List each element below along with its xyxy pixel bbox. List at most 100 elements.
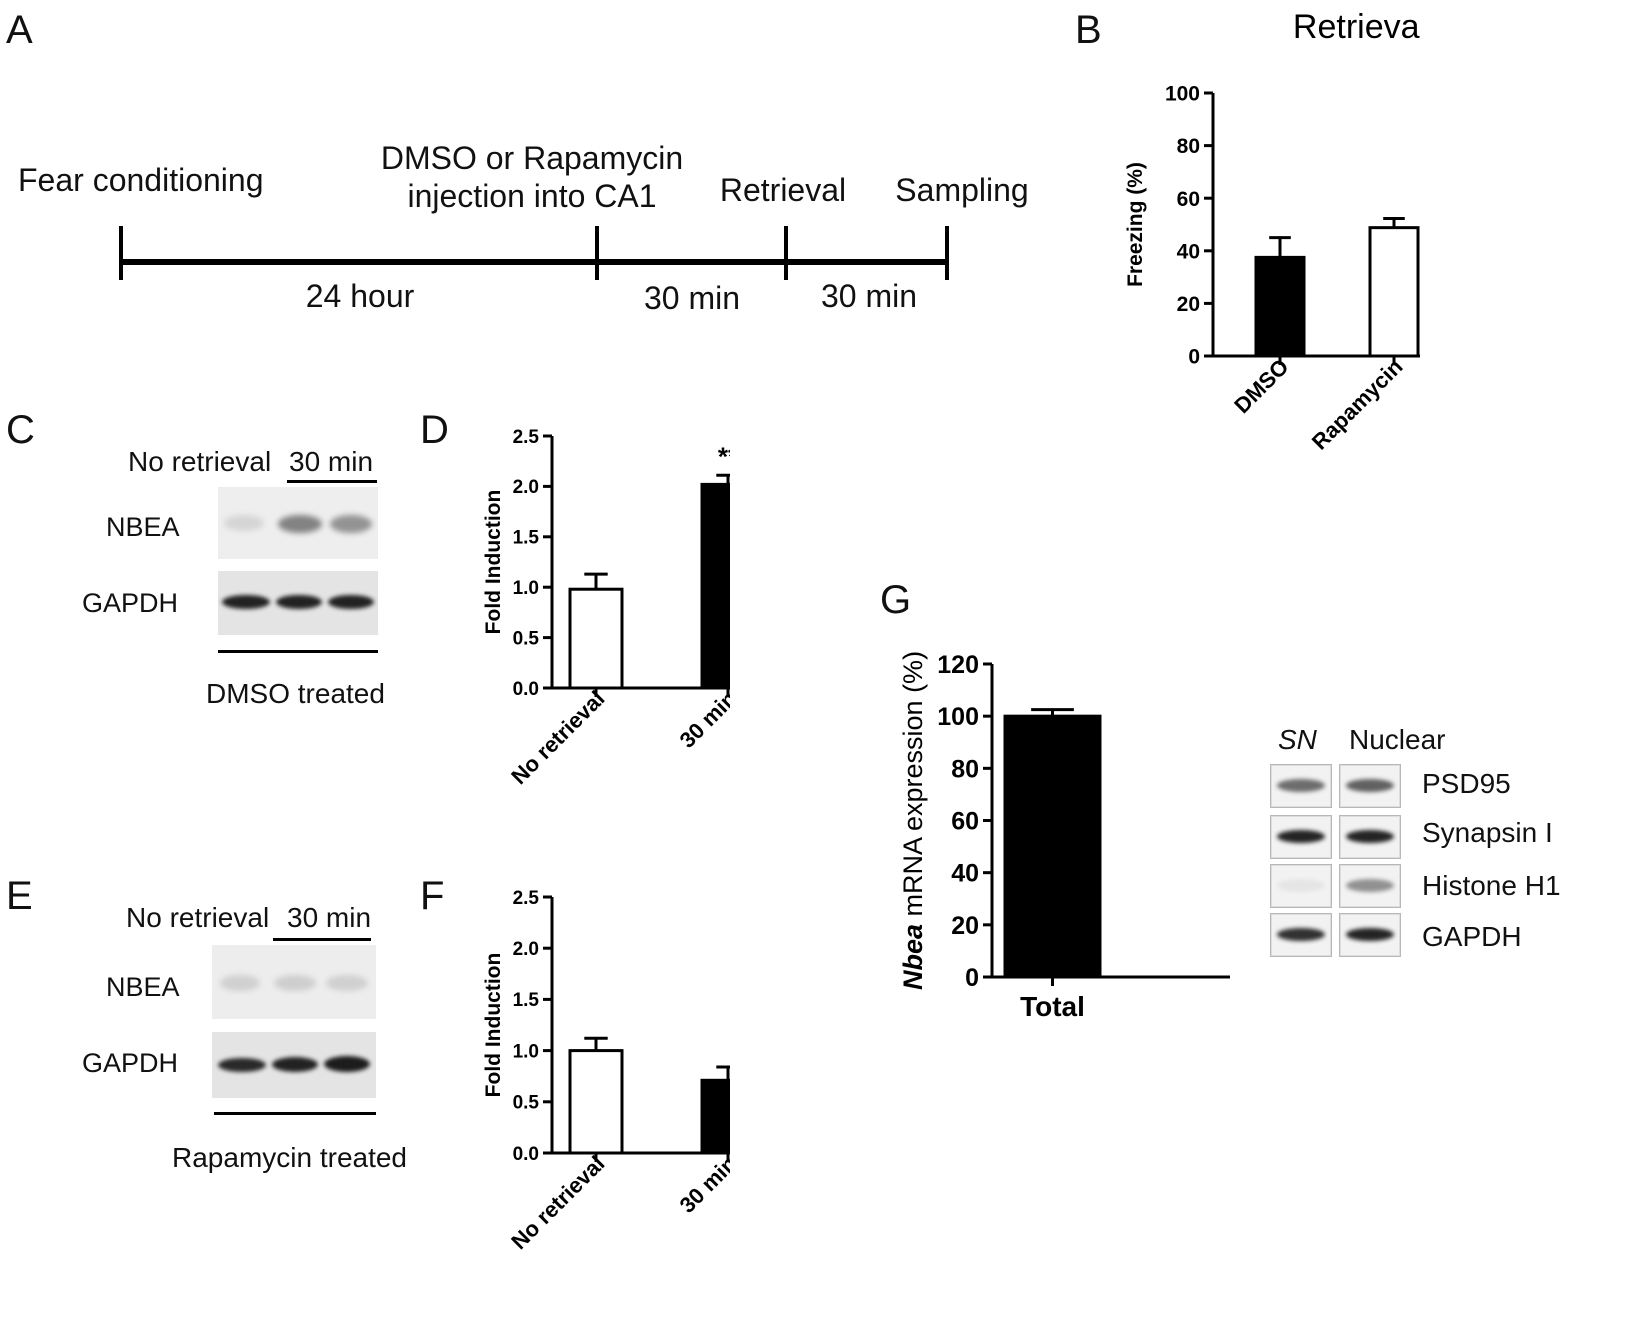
y-tick-label: 80 (1177, 135, 1200, 158)
band (220, 975, 260, 991)
timeline-interval-30min-b: 30 min (820, 278, 918, 314)
band (1346, 928, 1394, 941)
band (1277, 779, 1325, 792)
timeline-event-sampling: Sampling (895, 172, 1029, 208)
band (330, 515, 372, 533)
band (278, 515, 322, 533)
x-category-label: 30 min (675, 1151, 730, 1218)
x-category-label: DMSO (1229, 354, 1293, 418)
chart-b: Retrieval 0 20 40 60 80 100 Freezing (%) DMSO Rap… (1124, 8, 1420, 455)
blot-c-gapdh-image (218, 571, 378, 635)
band (328, 595, 374, 609)
blot-e-header-no-retrieval: No retrieval (126, 902, 270, 933)
y-axis-label: Fold Induction (482, 490, 505, 635)
blot-e-caption: Rapamycin treated (172, 1142, 408, 1173)
chart-d: 0.0 0.5 1.0 1.5 2.0 2.5 Fold Induction No retri… (482, 427, 730, 789)
band (324, 1056, 370, 1072)
panel-label-c: C (6, 408, 35, 452)
blot-e-header-bar (273, 938, 371, 941)
y-tick-label: 0.0 (513, 679, 539, 700)
band (224, 515, 264, 531)
x-category-label: 30 min (675, 686, 730, 753)
y-tick-label: 1.0 (513, 578, 539, 599)
band (1277, 928, 1325, 941)
band (272, 1057, 318, 1072)
blot-g-cell (1339, 913, 1401, 957)
panel-label-a: A (6, 8, 33, 52)
y-tick-label: 2.5 (513, 888, 540, 909)
y-tick-label: 1.5 (513, 990, 540, 1011)
blot-g-cell (1270, 913, 1332, 957)
band (326, 975, 368, 991)
timeline-event-injection-line2: injection into CA1 (407, 178, 657, 214)
timeline-event-injection-line1: DMSO or Rapamycin (380, 140, 684, 176)
x-category-label: No retrieval (506, 1151, 609, 1254)
y-tick-label: 80 (951, 755, 979, 783)
blot-g-row-histone: Histone H1 (1422, 870, 1561, 901)
blot-e-gapdh-image (212, 1032, 376, 1098)
y-tick-label: 2.5 (513, 427, 540, 448)
band (276, 595, 322, 609)
blot-g-cell (1339, 815, 1401, 859)
chart-f: 0.0 0.5 1.0 1.5 2.0 2.5 Fold Induction No retri… (482, 888, 730, 1254)
y-tick-label: 20 (1177, 293, 1200, 316)
bar (700, 1078, 730, 1155)
blot-g-col-sn: SN (1278, 724, 1317, 755)
y-tick-label: 0.0 (513, 1144, 539, 1165)
blot-g-cell (1270, 864, 1332, 908)
y-tick-label: 1.5 (513, 528, 540, 549)
band (1277, 879, 1325, 892)
bar (1368, 226, 1420, 358)
blot-g-row-gapdh: GAPDH (1422, 921, 1522, 952)
timeline-event-fear-conditioning: Fear conditioning (18, 162, 264, 198)
blot-e-nbea-image (212, 945, 376, 1019)
band (274, 975, 316, 991)
blot-c-caption: DMSO treated (206, 678, 385, 709)
timeline-event-retrieval: Retrieval (719, 172, 847, 208)
bar (568, 1049, 624, 1155)
blot-e-header-30min: 30 min (287, 902, 372, 933)
blot-g-row-synapsin: Synapsin I (1422, 817, 1553, 848)
panel-label-d: D (420, 408, 449, 452)
blot-c-header-no-retrieval: No retrieval (128, 446, 272, 477)
y-tick-label: 100 (937, 703, 979, 731)
y-tick-label: 0 (1188, 346, 1200, 369)
chart-title: Retrieval (1293, 8, 1420, 46)
y-axis-label-rest: mRNA expression (%) (898, 651, 928, 924)
blot-e-row-nbea: NBEA (106, 972, 180, 1002)
y-axis-label: Freezing (%) (1124, 162, 1147, 287)
y-tick-label: 0.5 (513, 1093, 540, 1114)
blot-g-cell (1270, 764, 1332, 808)
x-category-label: Total (1020, 991, 1085, 1022)
y-tick-label: 2.0 (513, 939, 539, 960)
y-tick-label: 2.0 (513, 477, 539, 498)
blot-g-row-psd95: PSD95 (1422, 768, 1511, 799)
blot-c-caption-bar (218, 650, 378, 653)
band (1346, 830, 1394, 843)
panel-label-b: B (1075, 8, 1102, 52)
y-tick-label: 120 (937, 651, 979, 679)
band (1346, 779, 1394, 792)
blot-g-col-nuclear: Nuclear (1349, 724, 1446, 755)
bar (1254, 255, 1306, 358)
x-category-label: Rapamycin (1307, 354, 1408, 455)
y-axis-label: Nbea mRNA expression (%) (898, 651, 928, 990)
y-tick-label: 60 (951, 808, 979, 836)
bar (568, 587, 624, 690)
y-tick-label: 1.0 (513, 1041, 539, 1062)
panel-label-g: G (880, 578, 912, 622)
blot-e-row-gapdh: GAPDH (82, 1048, 179, 1078)
blot-g-cell (1270, 815, 1332, 859)
bar (700, 482, 730, 690)
timeline-axis (119, 226, 949, 280)
y-tick-label: 60 (1177, 188, 1200, 211)
band (218, 1058, 266, 1072)
band (1346, 879, 1394, 892)
blot-c-row-gapdh: GAPDH (82, 588, 179, 618)
y-tick-label: 20 (951, 912, 979, 940)
blot-e-caption-bar (214, 1112, 376, 1115)
y-tick-label: 0 (965, 964, 979, 992)
bar (1003, 714, 1102, 979)
y-tick-label: 100 (1165, 83, 1200, 106)
x-category-label: No retrieval (506, 686, 609, 789)
